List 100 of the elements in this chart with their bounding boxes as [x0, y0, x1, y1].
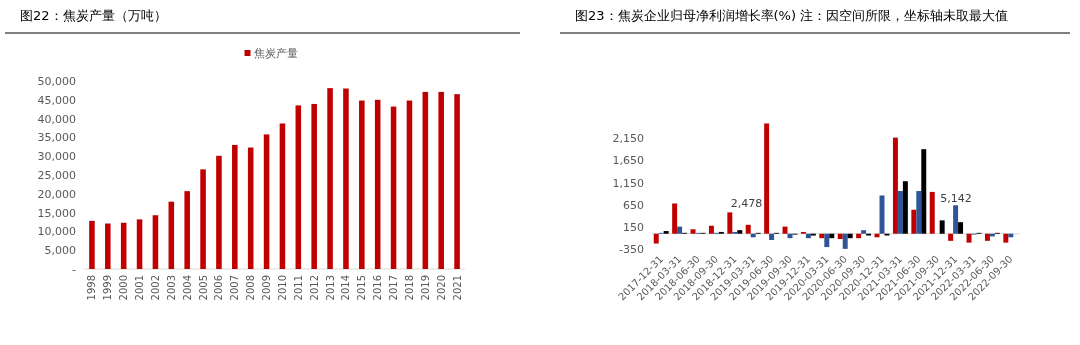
bar: [1003, 233, 1009, 243]
bar: [343, 88, 349, 269]
bar: [911, 209, 917, 234]
x-tick-label: 2000: [118, 275, 130, 301]
y-tick-label: 650: [623, 198, 644, 212]
y-tick-label: 50,000: [37, 75, 76, 88]
x-tick-label: 2007: [229, 275, 241, 301]
y-tick-label: 40,000: [37, 112, 76, 126]
bar: [152, 215, 159, 269]
bar: [842, 233, 848, 249]
bar: [422, 91, 429, 269]
x-tick-label: 2002: [149, 275, 161, 301]
bar: [390, 106, 397, 269]
bar: [984, 233, 990, 241]
bar: [438, 91, 444, 269]
bar: [374, 99, 381, 269]
bar: [966, 233, 972, 243]
bar: [232, 144, 238, 269]
x-tick-label: 2011: [292, 275, 304, 301]
bar: [311, 103, 317, 269]
y-tick-label: 1,650: [612, 154, 644, 168]
bar: [837, 233, 843, 240]
y-tick-label: 20,000: [37, 187, 76, 201]
y-tick-label: 2,150: [612, 132, 644, 146]
bar: [902, 181, 908, 234]
bar: [921, 149, 927, 234]
x-tick-label: 2001: [134, 275, 146, 301]
y-tick-label: 30,000: [37, 150, 76, 164]
bar: [953, 205, 959, 234]
bar: [359, 100, 365, 269]
bar: [247, 147, 254, 269]
bar: [897, 191, 903, 234]
bar: [782, 226, 788, 234]
y-tick-label: -: [72, 263, 77, 276]
bar: [916, 191, 922, 234]
x-tick-label: 1999: [102, 275, 114, 301]
x-tick-label: 2005: [197, 275, 209, 301]
bar: [727, 212, 733, 234]
bar: [892, 137, 898, 234]
y-tick-label: 25,000: [37, 169, 76, 182]
x-tick-label: 2019: [419, 275, 431, 301]
x-tick-label: 2012: [308, 275, 320, 301]
bar: [847, 233, 853, 239]
x-tick-label: 2020: [435, 275, 447, 301]
x-tick-label: 2016: [372, 275, 384, 301]
x-tick-label: 2021: [451, 275, 463, 301]
x-tick-label: 2015: [356, 275, 368, 301]
chart-title: 图22：焦炭产量（万吨）: [20, 8, 167, 23]
bar: [653, 233, 659, 244]
x-tick-label: 2013: [324, 275, 336, 301]
bar: [824, 233, 830, 248]
annotation: 2,478: [730, 197, 763, 211]
bar: [406, 100, 413, 269]
y-tick-label: 1,150: [612, 176, 644, 190]
y-tick-label: 35,000: [37, 131, 76, 145]
x-tick-label: 2010: [276, 275, 288, 301]
y-tick-label: -350: [619, 243, 644, 257]
y-tick-label: 15,000: [37, 206, 76, 220]
bar: [690, 229, 696, 234]
bar: [295, 105, 302, 269]
y-tick-label: 45,000: [37, 93, 76, 107]
bar: [677, 226, 683, 234]
x-tick-label: 2014: [340, 275, 352, 301]
legend-label: 焦炭产量: [253, 47, 298, 60]
bar: [948, 233, 954, 241]
bar: [939, 220, 945, 234]
bar: [184, 191, 190, 269]
x-tick-label: 2018: [403, 275, 415, 301]
x-tick-label: 2003: [165, 275, 177, 301]
bar: [327, 88, 333, 269]
annotation: 5,142: [940, 191, 972, 205]
bar: [958, 222, 964, 234]
bar: [454, 94, 460, 269]
bar: [672, 203, 678, 234]
x-tick-label: 2004: [181, 275, 193, 301]
bar: [200, 169, 206, 269]
bar: [663, 231, 669, 234]
chart-title: 图23：焦炭企业归母净利润增长率(%) 注：因空间所限，坐标轴未取最大值: [575, 8, 1009, 23]
bar: [168, 201, 175, 269]
x-tick-label: 2006: [213, 275, 225, 301]
x-tick-label: 1998: [86, 275, 98, 301]
bar: [279, 123, 286, 269]
x-tick-label: 2009: [261, 275, 273, 301]
bar: [856, 233, 862, 239]
bar: [105, 223, 111, 269]
bar: [829, 233, 835, 239]
bar: [805, 233, 811, 239]
bar: [216, 155, 222, 269]
x-tick-label: 2008: [245, 275, 257, 301]
bar: [929, 191, 935, 234]
bar: [764, 123, 770, 234]
bar: [263, 134, 270, 269]
bar: [89, 220, 95, 269]
bar: [136, 219, 143, 269]
bar: [769, 233, 775, 240]
bar: [745, 224, 751, 234]
bar: [819, 233, 825, 239]
bar: [708, 225, 714, 234]
y-tick-label: 150: [623, 221, 644, 235]
x-tick-label: 2017: [388, 275, 400, 301]
